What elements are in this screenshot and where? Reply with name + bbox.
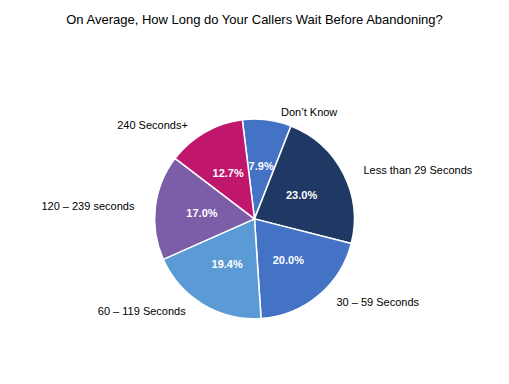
svg-text:On Average, How Long do Your C: On Average, How Long do Your Callers Wai… xyxy=(66,12,443,27)
svg-text:30 – 59 Seconds: 30 – 59 Seconds xyxy=(336,296,419,308)
svg-text:240 Seconds+: 240 Seconds+ xyxy=(117,119,188,131)
svg-text:12.7%: 12.7% xyxy=(213,167,244,179)
svg-text:17.0%: 17.0% xyxy=(186,207,217,219)
svg-text:120 – 239 seconds: 120 – 239 seconds xyxy=(41,200,134,212)
svg-text:20.0%: 20.0% xyxy=(273,254,304,266)
svg-text:Don’t Know: Don’t Know xyxy=(281,106,337,118)
svg-text:7.9%: 7.9% xyxy=(249,160,274,172)
svg-text:19.4%: 19.4% xyxy=(212,258,243,270)
svg-text:60 – 119 Seconds: 60 – 119 Seconds xyxy=(98,305,186,317)
svg-text:23.0%: 23.0% xyxy=(286,189,317,201)
svg-text:Less than 29 Seconds: Less than 29 Seconds xyxy=(363,164,472,176)
